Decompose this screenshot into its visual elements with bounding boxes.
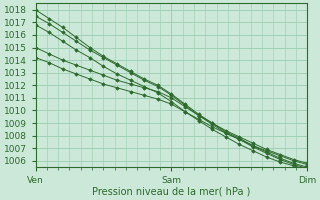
X-axis label: Pression niveau de la mer( hPa ): Pression niveau de la mer( hPa ) bbox=[92, 187, 251, 197]
